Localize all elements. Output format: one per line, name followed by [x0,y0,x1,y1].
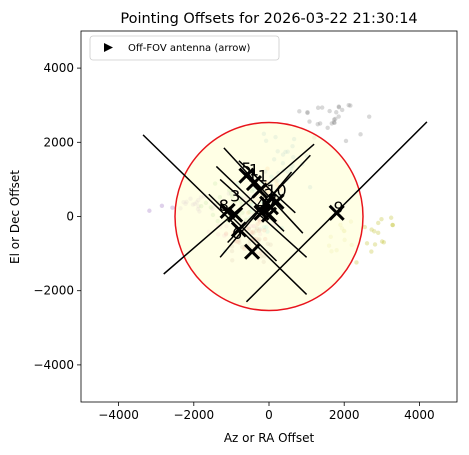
legend-box [89,35,280,61]
legend: Off-FOV antenna (arrow) [89,35,280,61]
x-tick-label: 2000 [329,408,360,422]
y-tick-label: 4000 [43,61,74,75]
scatter-point [366,114,372,119]
scatter-point [305,109,310,115]
scatter-point [369,249,374,254]
scatter-point [339,107,345,113]
scatter-point [305,110,310,116]
antenna-cross [268,193,285,210]
antenna-label: 2 [264,185,274,204]
x-axis: −4000 −2000 0 2000 4000 [98,402,435,422]
scatter-point [329,121,334,126]
scatter-point [381,240,387,245]
antenna-label: 7 [268,190,278,209]
scatter-point [327,108,332,114]
antenna-label: 1 [249,161,259,180]
scatter-point [315,122,320,127]
scatter-point [315,105,321,110]
scatter-point [379,216,384,222]
scatter-point [358,132,363,137]
scatter-point [325,125,330,130]
x-tick-label: 4000 [404,408,435,422]
scatter-point [375,230,381,236]
x-tick-label: −2000 [174,408,215,422]
scatter-point [379,239,385,244]
scatter-point [348,103,353,108]
pointing-line [223,147,304,234]
scatter-point [369,227,374,232]
scatter-point [159,203,165,209]
pointing-line [219,171,293,258]
scatter-point [372,242,378,247]
pointing-line [238,160,296,214]
y-tick-label: 0 [66,210,74,224]
scatter-point [388,215,394,220]
antenna-cross [227,206,244,223]
scatter-point [364,241,370,246]
scatter-point [336,105,342,110]
antenna-label: 11 [248,166,268,185]
scatter-point [336,104,341,109]
scatter-point [346,103,351,108]
scatter-point [390,222,395,228]
chart-title: Pointing Offsets for 2026-03-22 21:30:14 [120,11,417,27]
legend-label: Off-FOV antenna (arrow) [128,43,251,54]
scatter-point [343,138,349,144]
antenna-cross [328,204,345,221]
antenna-cross [230,221,247,238]
scatter-point [333,116,338,122]
y-tick-label: −2000 [33,284,74,298]
x-tick-label: −4000 [98,408,139,422]
antenna-label: 8 [219,196,229,215]
antenna-label: 6 [232,224,242,243]
antenna-cross [260,206,278,223]
scatter-point [334,110,339,115]
scatter-point [362,224,368,230]
scatter-point [331,120,337,125]
scatter-point [331,117,337,122]
scatter-point [336,114,341,119]
y-axis-label: El or Dec Offset [8,170,22,264]
x-axis-label: Az or RA Offset [224,431,315,445]
right-triangle-icon [104,43,113,52]
scatter-point [390,222,396,228]
y-tick-label: −4000 [33,358,74,372]
scatter-point [319,105,325,110]
scatter-point [354,260,359,265]
scatter-point [376,220,381,226]
scatter-point [297,109,302,114]
antenna-cross [251,182,268,199]
scatter-point [170,205,175,210]
antenna-label: 9 [333,198,343,217]
scatter-point [317,121,323,126]
y-axis: −4000 −2000 0 2000 4000 [33,61,81,372]
x-tick-label: 0 [265,408,273,422]
antenna-label: 4 [256,194,266,213]
scatter-point [372,229,377,234]
y-tick-label: 2000 [43,135,74,149]
antenna-label: 5 [241,159,251,178]
scatter-point [307,119,312,124]
antenna-markers [219,167,345,260]
antenna-label: 3 [230,187,240,206]
antenna-cross [244,243,261,260]
scatter-point [147,208,152,213]
antenna-label: 10 [266,181,286,200]
scatter-point [332,120,337,126]
